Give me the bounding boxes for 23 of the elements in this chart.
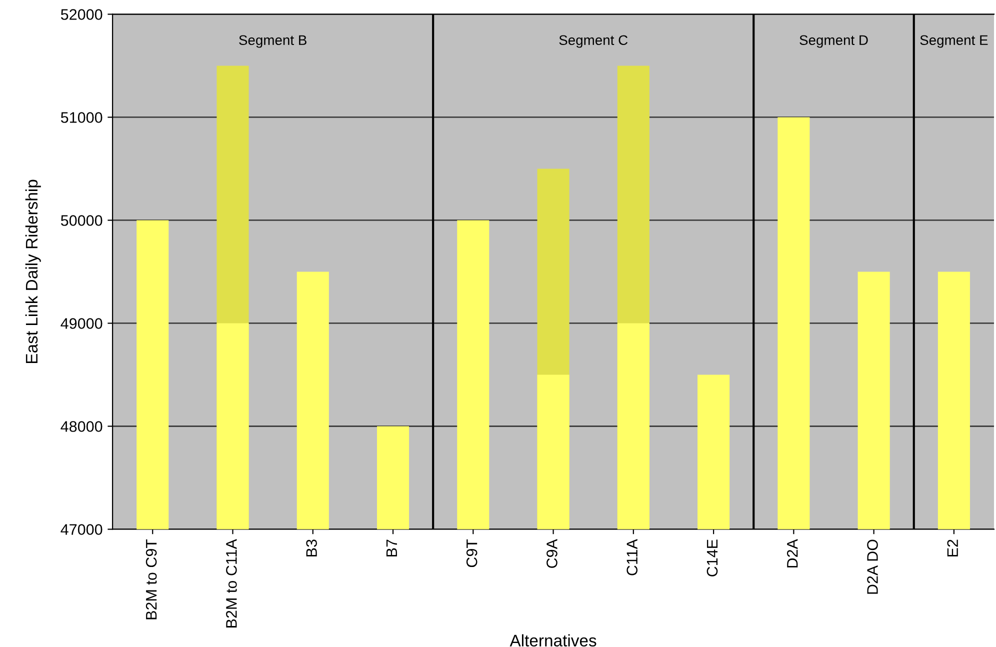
x-tick-label: B2M to C9T [146, 539, 157, 620]
y-tick-label: 52000 [60, 9, 102, 20]
x-tick-label: B3 [306, 540, 317, 556]
x-tick-label: D2A DO [867, 540, 878, 594]
x-tick-label: B7 [386, 540, 397, 556]
y-tick-label: 47000 [60, 524, 102, 535]
y-tick-label: 51000 [60, 112, 102, 123]
x-axis-title: Alternatives [510, 634, 596, 646]
annotation: Segment C [559, 35, 628, 48]
y-tick-label: 48000 [60, 421, 102, 432]
annotation: Segment B [239, 35, 306, 48]
x-tick-label: B2M to C11A [226, 538, 237, 628]
y-axis-title: East Link Daily Ridership [25, 180, 41, 363]
x-tick-label: C9T [466, 539, 478, 568]
annotation: Segment E [920, 35, 988, 48]
x-tick-label: D2A [786, 539, 798, 568]
y-tick-label: 49000 [60, 318, 102, 329]
annotation: Segment D [800, 35, 868, 48]
x-tick-label: C14E [706, 540, 718, 576]
x-tick-label: C11A [626, 539, 638, 576]
x-tick-label: C9A [546, 539, 558, 568]
x-tick-label: E2 [947, 540, 958, 556]
y-tick-label: 50000 [60, 215, 102, 226]
